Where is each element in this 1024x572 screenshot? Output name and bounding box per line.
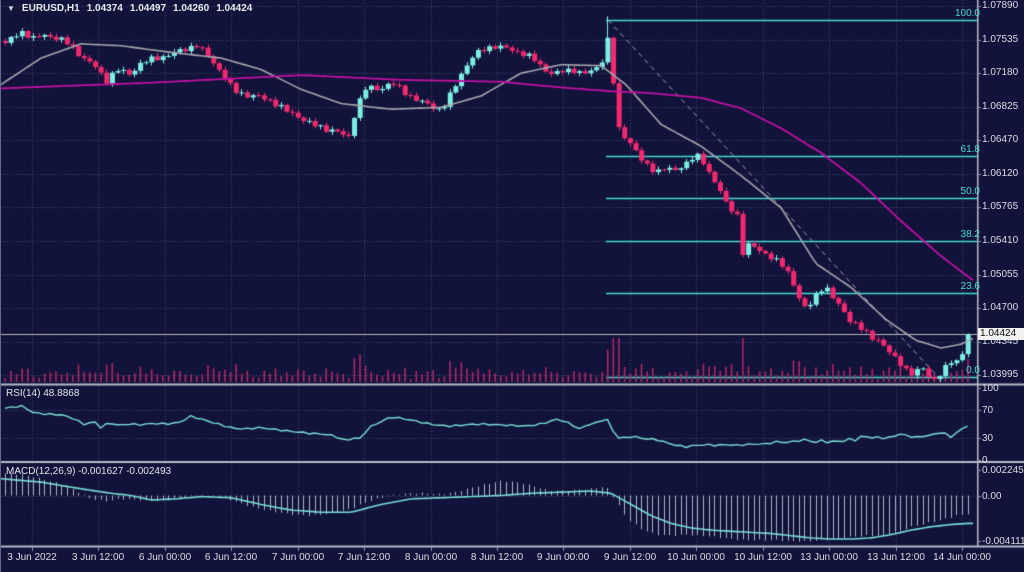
symbol-title: EURUSD,H1 xyxy=(21,3,80,14)
macd-axis-label: 0.00 xyxy=(982,491,1002,502)
price-axis-label: 1.06470 xyxy=(982,134,1019,145)
fib-level-label: 100.0 xyxy=(954,8,980,19)
rsi-axis-label: 70 xyxy=(982,405,994,416)
macd-axis-label: 0.002245 xyxy=(982,465,1024,476)
time-axis-label: 10 Jun 12:00 xyxy=(734,552,792,563)
fib-level-label: 23.6 xyxy=(960,281,980,292)
price-axis-label: 1.07535 xyxy=(982,34,1019,45)
time-axis-label: 7 Jun 12:00 xyxy=(337,552,391,563)
time-axis-label: 8 Jun 12:00 xyxy=(470,552,524,563)
price-axis-label: 1.03995 xyxy=(982,369,1019,380)
time-axis-label: 9 Jun 12:00 xyxy=(603,552,657,563)
rsi-axis-label: 100 xyxy=(982,383,999,394)
rsi-indicator-label: RSI(14) 48.8868 xyxy=(6,388,80,399)
time-axis-label: 13 Jun 12:00 xyxy=(867,552,925,563)
time-axis-label: 14 Jun 00:00 xyxy=(933,552,991,563)
ohlc-low: 1.04260 xyxy=(173,3,210,14)
ohlc-high: 1.04497 xyxy=(129,3,167,14)
time-axis-label: 8 Jun 00:00 xyxy=(404,552,458,563)
price-axis-label: 1.07890 xyxy=(982,0,1019,11)
price-axis-label: 1.06120 xyxy=(982,168,1019,179)
ohlc-close: 1.04424 xyxy=(216,3,253,14)
rsi-axis-label: 30 xyxy=(982,433,994,444)
current-price-badge: 1.04424 xyxy=(978,328,1024,340)
price-axis-label: 1.05410 xyxy=(982,235,1019,246)
macd-axis-label: -0.004111 xyxy=(982,536,1024,547)
time-axis-label: 6 Jun 12:00 xyxy=(204,552,258,563)
ohlc-open: 1.04374 xyxy=(86,3,123,14)
fib-level-label: 38.2 xyxy=(960,229,980,240)
time-axis-label: 3 Jun 12:00 xyxy=(71,552,125,563)
price-axis-label: 1.06825 xyxy=(982,101,1019,112)
time-axis-label: 9 Jun 00:00 xyxy=(536,552,590,563)
price-axis-label: 1.04700 xyxy=(982,302,1019,313)
symbol-header: ▼ EURUSD,H1 1.04374 1.04497 1.04260 1.04… xyxy=(7,3,252,14)
fib-level-label: 50.0 xyxy=(960,186,980,197)
time-axis-label: 13 Jun 00:00 xyxy=(800,552,858,563)
price-axis-label: 1.05055 xyxy=(982,269,1019,280)
symbol-dropdown-icon[interactable]: ▼ xyxy=(7,4,15,13)
macd-indicator-label: MACD(12,26,9) -0.001627 -0.002493 xyxy=(6,466,172,477)
time-axis-label: 6 Jun 00:00 xyxy=(138,552,192,563)
price-axis-label: 1.07180 xyxy=(982,67,1019,78)
time-axis-label: 3 Jun 2022 xyxy=(7,552,57,563)
fib-level-label: 61.8 xyxy=(960,144,980,155)
price-axis-label: 1.04345 xyxy=(982,336,1019,347)
time-axis-label: 7 Jun 00:00 xyxy=(271,552,325,563)
fib-level-label: 0.0 xyxy=(966,365,980,376)
time-axis-label: 10 Jun 00:00 xyxy=(667,552,725,563)
rsi-axis-label: 0 xyxy=(982,455,988,466)
price-axis-label: 1.05765 xyxy=(982,201,1019,212)
